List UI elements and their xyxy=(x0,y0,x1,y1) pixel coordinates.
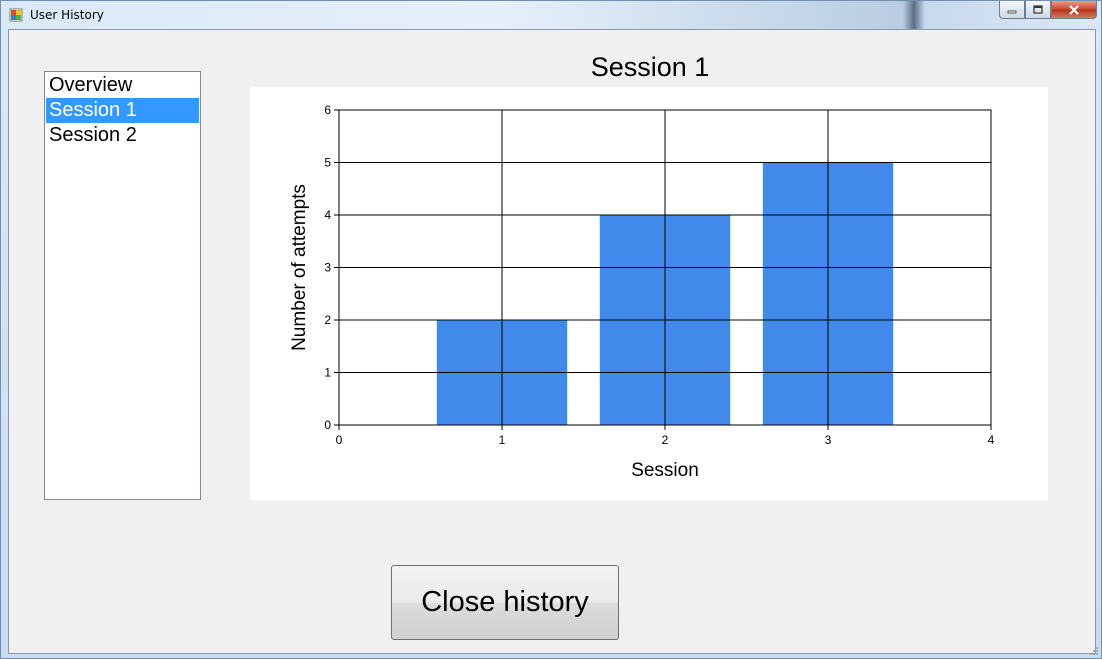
maximize-button[interactable] xyxy=(1025,1,1051,19)
list-item-overview[interactable]: Overview xyxy=(49,74,133,96)
x-axis-label: Session xyxy=(631,460,699,481)
list-item-session-1[interactable]: Session 1 xyxy=(46,98,199,123)
x-tick-label: 2 xyxy=(662,433,669,447)
plot-border xyxy=(338,109,992,426)
y-tick-label: 3 xyxy=(324,261,331,275)
y-tick-label: 2 xyxy=(324,313,331,327)
minimize-button[interactable] xyxy=(999,1,1025,19)
x-tick-label: 1 xyxy=(499,433,506,447)
x-tick-label: 0 xyxy=(336,433,343,447)
chart-title: Session 1 xyxy=(590,52,710,82)
y-tick-label: 4 xyxy=(324,208,331,222)
window-title: User History xyxy=(30,8,104,22)
y-tick-label: 1 xyxy=(324,366,331,380)
y-axis-label: Number of attempts xyxy=(289,184,310,351)
minimize-icon xyxy=(1007,10,1017,13)
resize-grip-icon[interactable] xyxy=(1089,646,1099,656)
y-tick-label: 6 xyxy=(324,103,331,117)
y-tick-label: 5 xyxy=(324,156,331,170)
session-listbox[interactable]: Overview Session 1 Session 2 xyxy=(44,71,201,500)
title-bar[interactable]: User History xyxy=(1,1,1101,29)
maximize-icon xyxy=(1033,5,1043,14)
x-tick-label: 4 xyxy=(988,433,995,447)
app-icon xyxy=(9,8,23,22)
x-tick-label: 3 xyxy=(825,433,832,447)
list-item-session-2[interactable]: Session 2 xyxy=(49,124,137,146)
client-area: Overview Session 1 Session 2 Session 1 0… xyxy=(8,29,1096,654)
chart-area: 0 1 2 3 4 5 6 0 1 2 3 4 Session Number of attempts xyxy=(250,87,1048,500)
caption-buttons xyxy=(999,1,1097,21)
bar-chart: 0 1 2 3 4 5 6 0 1 2 3 4 Session Number of attempts xyxy=(289,103,995,481)
y-tick-label: 0 xyxy=(324,418,331,432)
close-history-button[interactable]: Close history xyxy=(391,565,619,640)
close-window-button[interactable] xyxy=(1051,1,1097,19)
close-icon xyxy=(1069,4,1079,15)
